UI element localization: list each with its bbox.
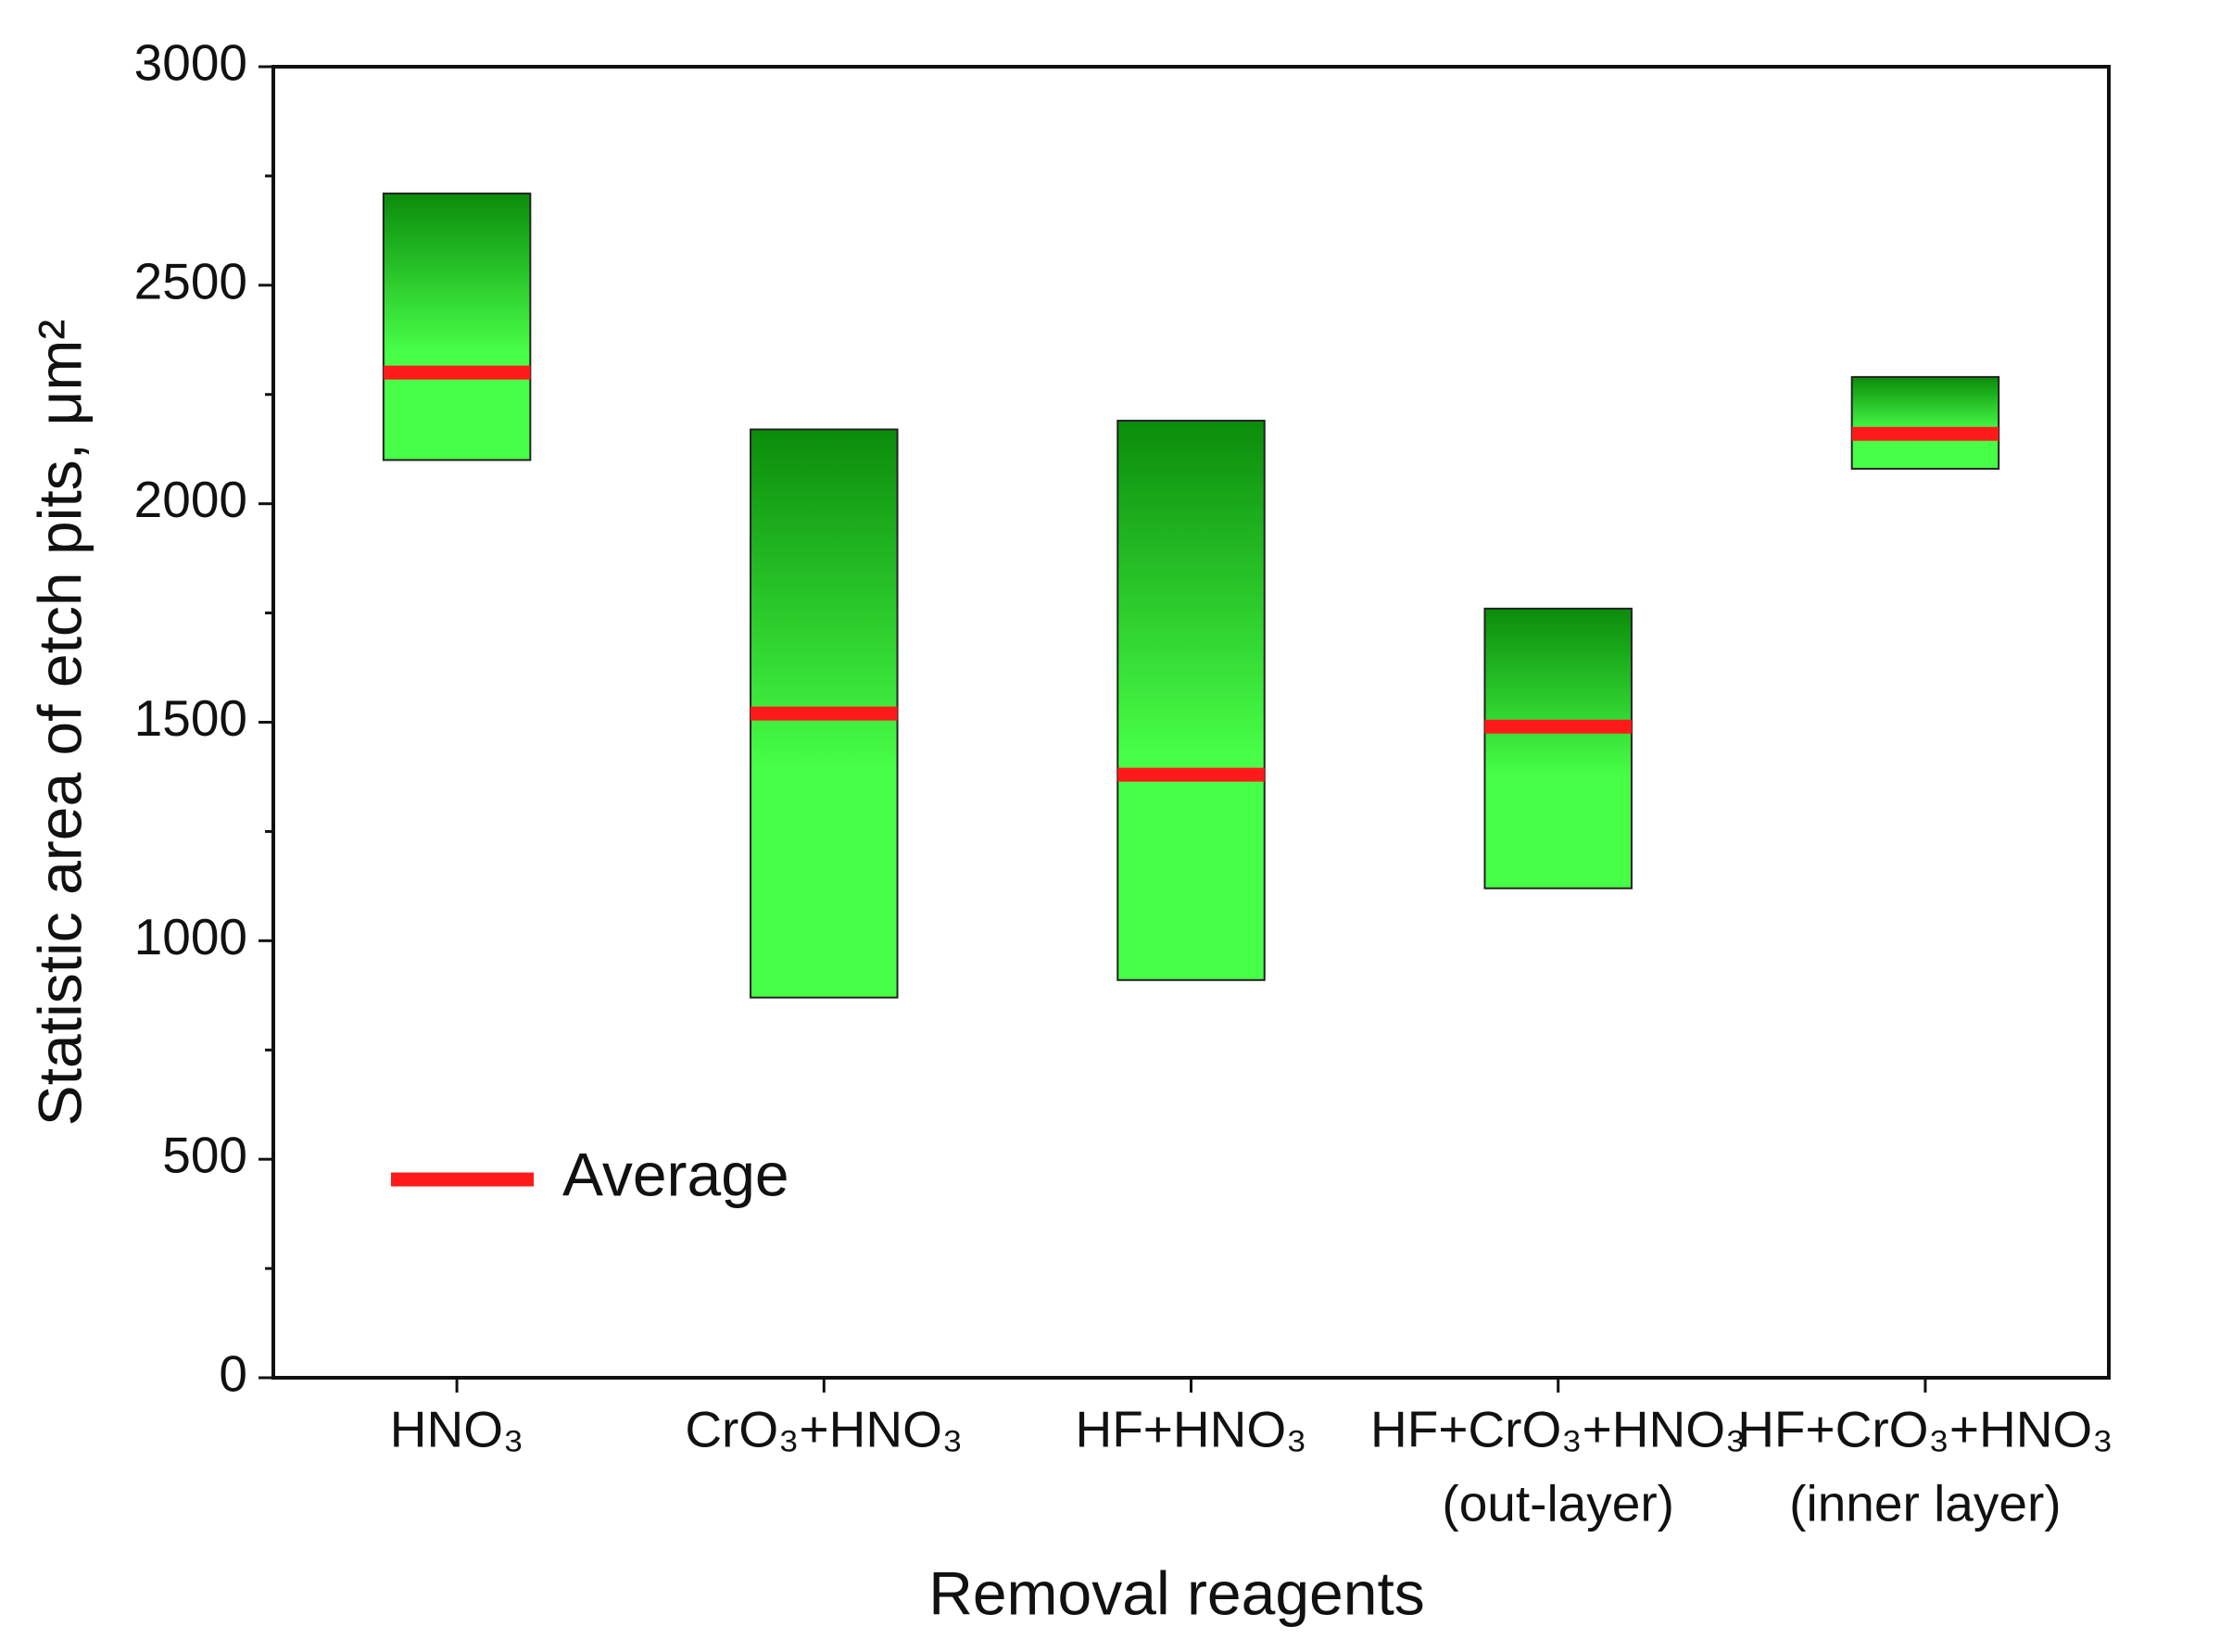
- range-bar: [1116, 420, 1266, 981]
- y-tick-label: 2000: [134, 471, 247, 528]
- x-axis-title: Removal reagents: [928, 1558, 1425, 1627]
- y-tick-label: 1500: [134, 689, 247, 747]
- x-tick-label: CrO₃+HNO₃: [685, 1401, 963, 1458]
- y-tick-label: 500: [162, 1127, 247, 1184]
- x-tick-label: HF+CrO₃+HNO₃: [1737, 1401, 2113, 1458]
- y-tick-label: 1000: [134, 908, 247, 965]
- legend-label: Average: [562, 1140, 789, 1208]
- y-axis-title: Statistic area of etch pits, μm²: [25, 320, 94, 1127]
- range-bar: [382, 192, 532, 461]
- range-bar: [1850, 375, 2000, 470]
- x-tick-label: (inner layer): [1789, 1475, 2061, 1532]
- y-tick-label: 3000: [134, 34, 247, 92]
- x-tick-label: (out-layer): [1442, 1475, 1674, 1532]
- x-tick-label: HF+HNO₃: [1075, 1401, 1306, 1458]
- range-bar: [1483, 607, 1633, 889]
- plot-frame: [271, 65, 2111, 1380]
- y-tick-label: 0: [219, 1345, 247, 1403]
- x-tick-label: HF+CrO₃+HNO₃: [1370, 1401, 1746, 1458]
- y-tick-label: 2500: [134, 252, 247, 309]
- x-tick-label: HNO₃: [390, 1401, 524, 1458]
